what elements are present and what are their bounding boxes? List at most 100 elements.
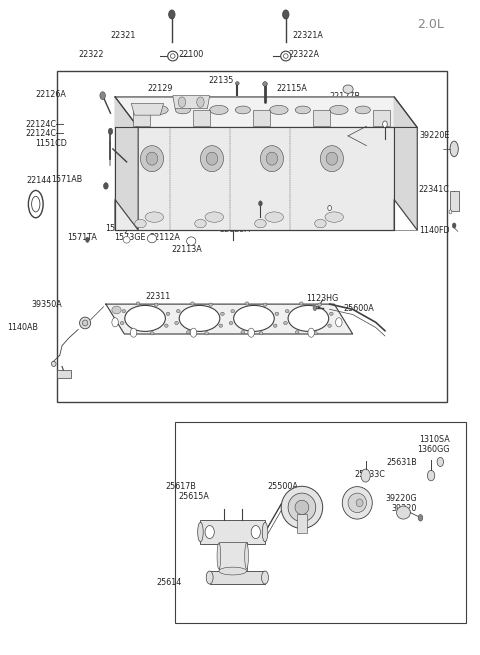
Ellipse shape: [343, 85, 353, 94]
Ellipse shape: [284, 54, 288, 58]
Ellipse shape: [328, 324, 332, 328]
Ellipse shape: [125, 305, 166, 331]
Ellipse shape: [150, 331, 154, 335]
Text: 22131: 22131: [224, 193, 249, 202]
Ellipse shape: [284, 322, 288, 325]
Circle shape: [205, 525, 214, 538]
Ellipse shape: [325, 212, 344, 222]
Circle shape: [112, 318, 119, 327]
Text: 22100: 22100: [179, 50, 204, 58]
Ellipse shape: [201, 145, 224, 172]
Ellipse shape: [191, 302, 194, 305]
Text: 1573GE: 1573GE: [114, 233, 145, 242]
Circle shape: [283, 10, 289, 19]
Circle shape: [308, 328, 314, 337]
Ellipse shape: [122, 310, 126, 312]
Bar: [58, 370, 71, 378]
Ellipse shape: [263, 82, 267, 86]
Ellipse shape: [241, 331, 245, 334]
Ellipse shape: [330, 105, 348, 115]
Ellipse shape: [285, 310, 289, 312]
Ellipse shape: [51, 362, 56, 366]
Circle shape: [427, 470, 435, 481]
Polygon shape: [173, 96, 210, 109]
Text: 22127B: 22127B: [330, 92, 360, 102]
Ellipse shape: [219, 567, 247, 575]
Text: 25615A: 25615A: [179, 492, 210, 501]
Ellipse shape: [132, 331, 136, 334]
Text: 1151CD: 1151CD: [35, 139, 67, 147]
Text: 1151CG: 1151CG: [339, 193, 371, 202]
Circle shape: [313, 305, 317, 310]
Circle shape: [197, 97, 204, 107]
Text: 25633C: 25633C: [354, 470, 385, 479]
Text: 1310SA: 1310SA: [419, 436, 450, 444]
Bar: [201, 520, 265, 544]
Circle shape: [104, 183, 108, 189]
Circle shape: [108, 128, 113, 135]
Ellipse shape: [179, 305, 220, 331]
Circle shape: [328, 206, 332, 211]
Ellipse shape: [120, 322, 124, 325]
Ellipse shape: [262, 522, 268, 542]
Circle shape: [452, 223, 456, 228]
Ellipse shape: [313, 331, 317, 335]
Text: 1123HG: 1123HG: [307, 294, 339, 303]
Ellipse shape: [112, 306, 121, 314]
Circle shape: [418, 515, 423, 521]
Text: 39220G: 39220G: [385, 494, 417, 503]
Polygon shape: [115, 128, 394, 230]
Ellipse shape: [141, 145, 164, 172]
Bar: [210, 571, 265, 584]
Ellipse shape: [219, 324, 223, 328]
Ellipse shape: [235, 106, 251, 114]
Ellipse shape: [450, 141, 458, 157]
Ellipse shape: [177, 310, 180, 312]
Ellipse shape: [168, 51, 178, 61]
Text: 22321: 22321: [110, 31, 136, 40]
Ellipse shape: [123, 236, 130, 243]
Ellipse shape: [236, 82, 239, 85]
Circle shape: [251, 525, 261, 538]
Ellipse shape: [262, 571, 268, 584]
Bar: [297, 514, 307, 533]
Circle shape: [190, 328, 197, 337]
Ellipse shape: [396, 506, 410, 519]
Ellipse shape: [206, 571, 213, 584]
Text: 25617B: 25617B: [165, 482, 196, 491]
Text: 1573GH: 1573GH: [178, 98, 210, 107]
Ellipse shape: [281, 51, 291, 61]
Ellipse shape: [80, 317, 91, 329]
Text: 22115A: 22115A: [276, 84, 307, 93]
Ellipse shape: [187, 237, 196, 246]
Ellipse shape: [221, 312, 224, 316]
Ellipse shape: [314, 219, 326, 228]
Circle shape: [100, 92, 106, 100]
Text: 22113A: 22113A: [172, 245, 203, 254]
Ellipse shape: [170, 54, 175, 58]
Text: 39220: 39220: [392, 504, 417, 513]
Ellipse shape: [206, 152, 218, 165]
Text: 22125A: 22125A: [219, 225, 250, 234]
Ellipse shape: [320, 145, 344, 172]
Bar: [175, 422, 466, 623]
Bar: [373, 110, 390, 126]
Circle shape: [85, 237, 89, 242]
Text: 22322: 22322: [78, 50, 104, 58]
Polygon shape: [131, 103, 164, 115]
Text: 22124C―: 22124C―: [25, 130, 64, 138]
Bar: [450, 191, 459, 211]
Ellipse shape: [175, 106, 191, 114]
Ellipse shape: [261, 145, 284, 172]
Ellipse shape: [146, 152, 158, 165]
Ellipse shape: [288, 305, 329, 331]
Ellipse shape: [329, 312, 333, 316]
Ellipse shape: [210, 105, 228, 115]
Ellipse shape: [150, 105, 168, 115]
Text: 22341C: 22341C: [419, 185, 450, 194]
Text: 22124C―: 22124C―: [25, 121, 64, 130]
Bar: [58, 71, 447, 402]
Circle shape: [383, 121, 387, 128]
Bar: [253, 110, 270, 126]
Ellipse shape: [205, 212, 224, 222]
